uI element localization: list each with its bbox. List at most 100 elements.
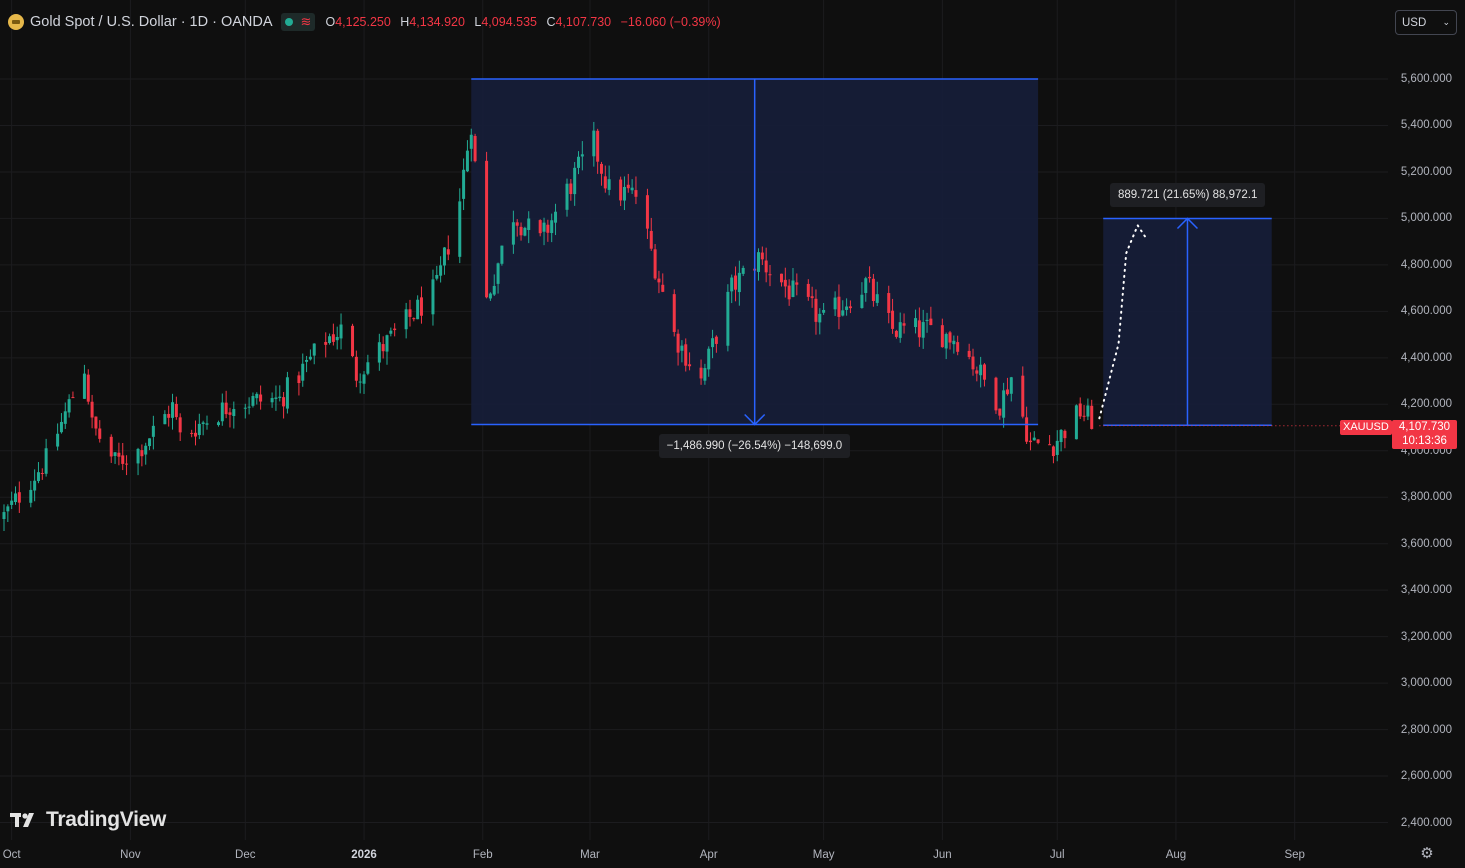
candle-up [431, 279, 435, 315]
candle-down [1025, 417, 1029, 442]
candle-up [255, 393, 259, 399]
candle-up [1009, 377, 1013, 394]
candle-up [458, 201, 462, 257]
candle-up [527, 218, 531, 230]
open-value: 4,125.250 [335, 15, 391, 29]
candle-down [224, 402, 228, 415]
drawing-tools[interactable] [471, 78, 1272, 426]
candle-up [1032, 437, 1036, 441]
candle-up [833, 297, 837, 310]
candle-up [500, 245, 504, 264]
price-range-label-up[interactable]: 889.721 (21.65%) 88,972.1 [1109, 183, 1266, 208]
candle-up [36, 472, 40, 482]
time-axis-label: Jul [1049, 849, 1065, 861]
symbol-title[interactable]: Gold Spot / U.S. Dollar · 1D · OANDA [30, 14, 273, 30]
candle-up [841, 310, 845, 316]
candle-up [944, 334, 948, 349]
candle-down [194, 432, 197, 437]
candle-up [6, 506, 10, 512]
candle-down [902, 323, 906, 326]
candle-down [393, 328, 397, 331]
candle-up [979, 364, 983, 376]
candle-down [661, 284, 665, 292]
ohlc-values: O4,125.250 H4,134.920 L4,094.535 C4,107.… [325, 15, 726, 29]
candle-down [1021, 375, 1025, 417]
candle-up [285, 377, 289, 409]
candle-down [684, 344, 688, 366]
candle-down [653, 249, 657, 279]
candle-down [121, 455, 125, 464]
price-axis-label: 3,600.000 [1400, 537, 1452, 550]
close-label: C [546, 15, 556, 29]
candle-down [967, 350, 971, 357]
candle-up [542, 222, 546, 232]
candle-up [741, 267, 745, 274]
time-axis-label: Sep [1284, 849, 1305, 861]
change-value: −16.060 (−0.39%) [620, 15, 721, 29]
candle-up [1055, 440, 1059, 455]
price-axis-label: 2,800.000 [1400, 723, 1452, 736]
candle-up [925, 319, 929, 321]
candle-up [577, 156, 580, 168]
candle-down [331, 334, 335, 342]
candle-up [59, 421, 63, 433]
last-price-badge: 4,107.730 10:13:36 [1392, 420, 1457, 449]
candle-up [251, 395, 255, 406]
price-axis-label: 5,400.000 [1400, 119, 1452, 132]
candle-up [523, 227, 527, 236]
candle-down [94, 416, 98, 429]
candle-down [975, 370, 979, 374]
symbol-legend[interactable]: Gold Spot / U.S. Dollar · 1D · OANDA ≋ O… [8, 12, 727, 32]
candle-up [818, 313, 822, 323]
candle-up [607, 179, 611, 190]
candle-down [167, 413, 171, 418]
candle-up [864, 278, 868, 294]
candle-up [362, 374, 366, 384]
candle-down [929, 318, 933, 326]
candle-down [419, 297, 423, 316]
currency-selector[interactable]: USD ⌄ [1395, 10, 1457, 35]
candle-down [412, 318, 416, 320]
tradingview-logo[interactable]: TradingView [10, 808, 166, 832]
price-range-label-down[interactable]: −1,486.990 (−26.54%) −148,699.0 [658, 433, 851, 458]
candle-down [381, 344, 385, 352]
candle-down [768, 274, 772, 276]
candle-down [672, 294, 676, 332]
candle-up [680, 345, 684, 351]
candle-up [171, 402, 175, 418]
gear-icon[interactable]: ⚙ [1420, 845, 1434, 862]
candle-down [1090, 405, 1094, 429]
candle-up [860, 294, 864, 308]
arrow-up-icon [1176, 217, 1199, 230]
price-axis-label: 4,200.000 [1400, 398, 1452, 411]
candle-down [1078, 403, 1082, 417]
currency-value: USD [1402, 16, 1427, 29]
candle-down [86, 374, 90, 402]
candle-up [301, 363, 305, 381]
wave-icon[interactable]: ≋ [300, 14, 312, 29]
high-label: H [400, 15, 410, 29]
candle-up [469, 134, 473, 149]
candle-down [1063, 430, 1067, 439]
candle-up [703, 368, 707, 381]
candle-up [730, 277, 734, 292]
candle-down [645, 195, 649, 229]
candle-down [473, 136, 477, 162]
candle-down [297, 375, 301, 384]
candle-up [435, 274, 439, 279]
legend-status-chips[interactable]: ≋ [280, 13, 316, 31]
time-axis-label: 2026 [351, 849, 377, 861]
candle-down [190, 432, 194, 434]
candle-up [1059, 429, 1063, 443]
candle-down [994, 377, 998, 411]
candle-down [619, 179, 623, 201]
candle-down [891, 310, 895, 329]
candle-down [178, 417, 182, 433]
candle-down [515, 222, 519, 226]
candle-down [699, 367, 703, 379]
candle-up [791, 280, 795, 298]
candle-down [982, 364, 986, 380]
candle-up [592, 130, 596, 157]
candle-up [952, 340, 956, 345]
